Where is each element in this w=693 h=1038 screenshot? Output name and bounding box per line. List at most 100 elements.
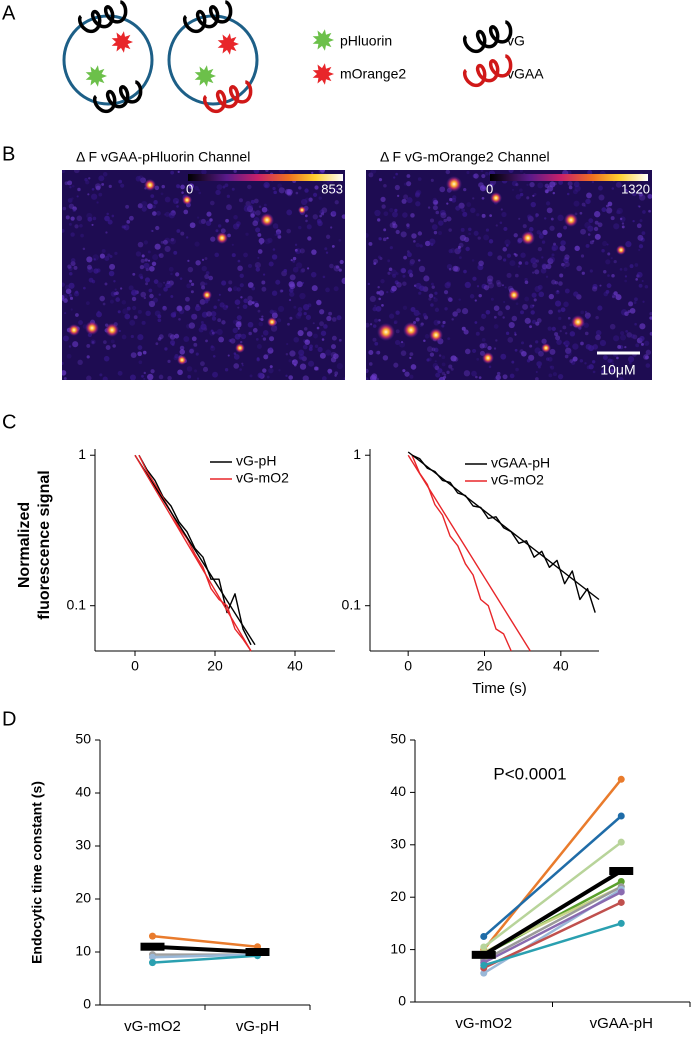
noise xyxy=(150,194,155,199)
y-tick-label: 30 xyxy=(390,836,406,852)
noise xyxy=(606,283,612,289)
noise xyxy=(645,349,651,355)
noise xyxy=(478,260,484,267)
noise xyxy=(392,273,397,278)
noise xyxy=(576,265,582,272)
noise xyxy=(173,356,178,361)
noise xyxy=(616,210,621,215)
y-tick-label: 20 xyxy=(390,888,406,904)
noise xyxy=(227,233,231,238)
noise xyxy=(87,266,94,273)
noise xyxy=(124,313,131,320)
noise xyxy=(107,219,113,225)
noise xyxy=(158,293,161,296)
noise xyxy=(418,265,426,273)
noise xyxy=(299,363,307,370)
noise xyxy=(446,202,449,205)
noise xyxy=(275,231,281,237)
noise xyxy=(639,219,643,223)
noise xyxy=(157,282,163,288)
noise xyxy=(626,189,630,193)
noise xyxy=(263,354,269,360)
noise xyxy=(424,334,430,339)
noise xyxy=(409,356,412,360)
noise xyxy=(451,197,457,203)
noise xyxy=(535,377,539,380)
noise xyxy=(648,209,651,213)
noise xyxy=(325,251,329,254)
noise xyxy=(606,204,609,208)
noise xyxy=(298,225,302,230)
noise xyxy=(487,345,492,351)
noise xyxy=(633,301,637,304)
noise xyxy=(618,376,624,380)
noise xyxy=(103,355,110,362)
noise xyxy=(269,309,274,314)
noise xyxy=(583,322,589,328)
noise xyxy=(557,374,564,380)
noise xyxy=(423,275,430,282)
noise xyxy=(148,288,153,293)
noise xyxy=(120,183,125,188)
noise xyxy=(338,268,342,272)
noise xyxy=(403,182,407,186)
noise xyxy=(601,249,605,253)
noise xyxy=(533,298,537,302)
noise xyxy=(277,305,285,313)
noise xyxy=(430,303,434,307)
noise xyxy=(639,335,645,342)
noise xyxy=(599,339,607,347)
noise xyxy=(524,261,529,265)
noise xyxy=(104,255,110,261)
noise xyxy=(368,350,374,356)
noise xyxy=(541,240,546,244)
noise xyxy=(245,232,249,236)
noise xyxy=(530,201,536,208)
noise xyxy=(483,285,490,291)
noise xyxy=(102,302,106,306)
noise xyxy=(157,337,162,341)
noise xyxy=(556,339,562,345)
noise xyxy=(432,362,439,369)
panel-label: D xyxy=(2,708,16,730)
noise xyxy=(545,275,549,278)
noise xyxy=(470,207,476,214)
noise xyxy=(526,183,529,186)
noise xyxy=(317,220,323,227)
noise xyxy=(304,214,308,218)
noise xyxy=(206,311,212,317)
noise xyxy=(382,355,389,361)
noise xyxy=(551,326,556,331)
noise xyxy=(447,297,453,302)
noise xyxy=(251,286,256,291)
noise xyxy=(419,285,425,292)
noise xyxy=(472,197,475,200)
noise xyxy=(148,300,156,308)
noise xyxy=(585,198,591,205)
noise xyxy=(532,262,538,268)
noise xyxy=(109,263,116,270)
noise xyxy=(526,359,531,363)
noise xyxy=(308,347,313,351)
legend-label: vG-pH xyxy=(236,453,276,469)
noise xyxy=(487,282,494,289)
noise xyxy=(190,290,194,294)
noise xyxy=(415,191,421,197)
colorbar xyxy=(490,174,648,181)
noise xyxy=(239,368,242,371)
noise xyxy=(165,282,171,289)
noise xyxy=(372,324,377,328)
colorbar-label: 1320 xyxy=(621,181,650,196)
noise xyxy=(369,323,373,326)
noise xyxy=(289,274,296,281)
noise xyxy=(90,339,96,345)
noise xyxy=(380,279,385,284)
noise xyxy=(86,355,90,359)
noise xyxy=(395,310,400,315)
puncta xyxy=(571,315,585,329)
noise xyxy=(299,292,306,300)
noise xyxy=(201,285,206,290)
noise xyxy=(262,330,269,336)
noise xyxy=(636,271,643,278)
noise xyxy=(189,222,196,229)
